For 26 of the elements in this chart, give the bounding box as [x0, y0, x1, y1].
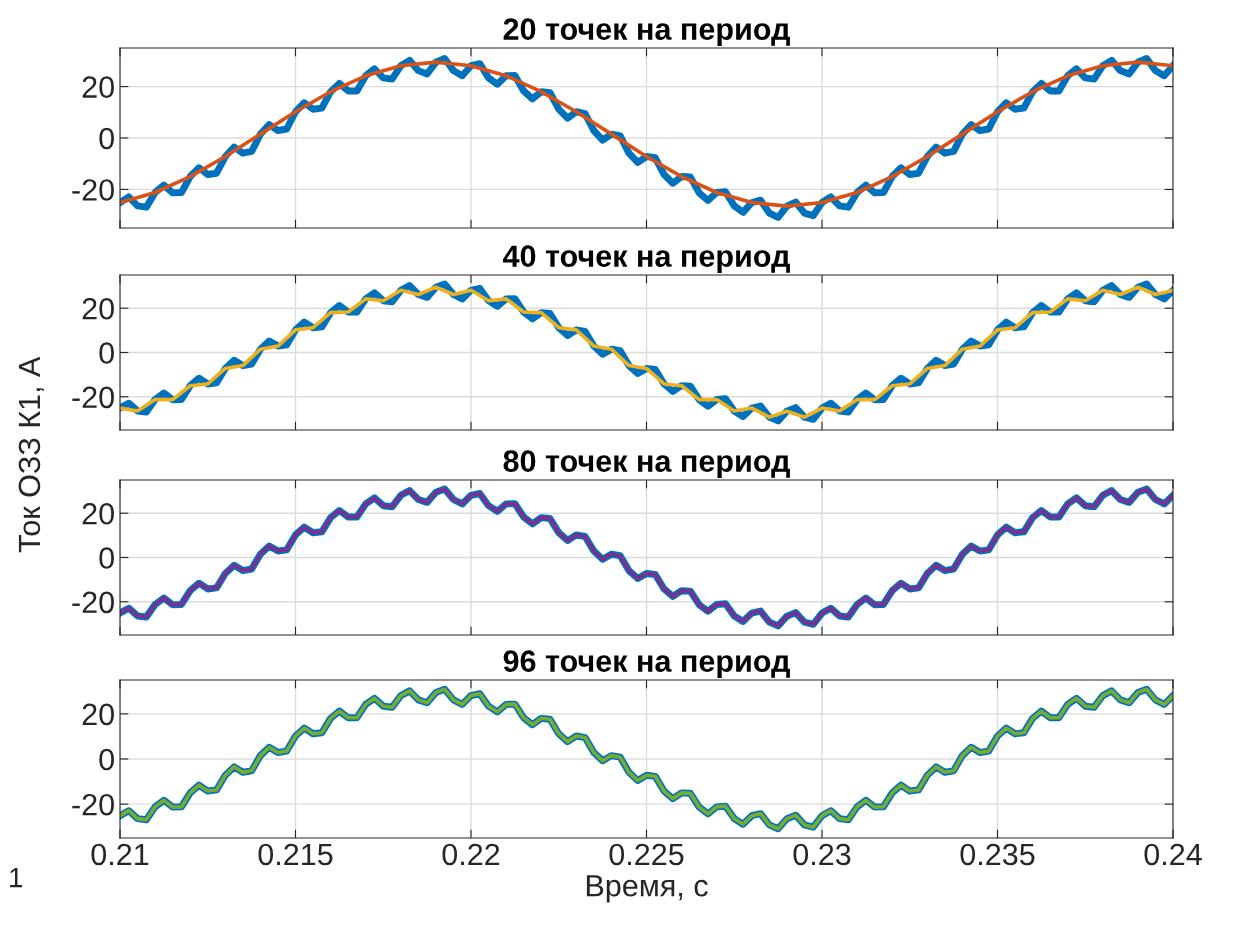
y-tick-label: 0 [99, 127, 114, 150]
y-tick-label: -20 [72, 591, 114, 614]
chart-title: 80 точек на период [503, 450, 790, 479]
x-tick-label: 0.235 [960, 843, 1035, 866]
y-tick-label: -20 [72, 386, 114, 409]
y-tick-label: 0 [99, 342, 114, 364]
x-tick-label: 0.24 [1144, 843, 1202, 866]
x-tick-label: 0.225 [609, 843, 684, 866]
x-tick-label: 0.21 [91, 843, 149, 866]
chart-title: 96 точек на период [503, 650, 790, 679]
x-tick-label: 0.22 [442, 843, 500, 866]
y-tick-label: 20 [82, 703, 114, 726]
text: 1 [10, 868, 23, 888]
y-tick-label: 20 [82, 76, 114, 98]
y-tick-label: 0 [99, 748, 114, 771]
chart-title: 20 точек на период [503, 18, 790, 47]
y-tick-label: 0 [99, 547, 114, 569]
x-tick-label: 0.23 [793, 843, 851, 866]
y-tick-label: 20 [82, 502, 114, 525]
x-axis-title: Время, с [586, 875, 708, 903]
y-tick-label: -20 [72, 179, 114, 201]
chart-title: 40 точек на период [503, 245, 790, 274]
y-axis-title: Ток ОЗЗ К1, А [18, 356, 44, 553]
y-tick-label: 20 [82, 297, 114, 320]
y-tick-label: -20 [72, 793, 114, 816]
x-tick-label: 0.215 [258, 843, 333, 866]
